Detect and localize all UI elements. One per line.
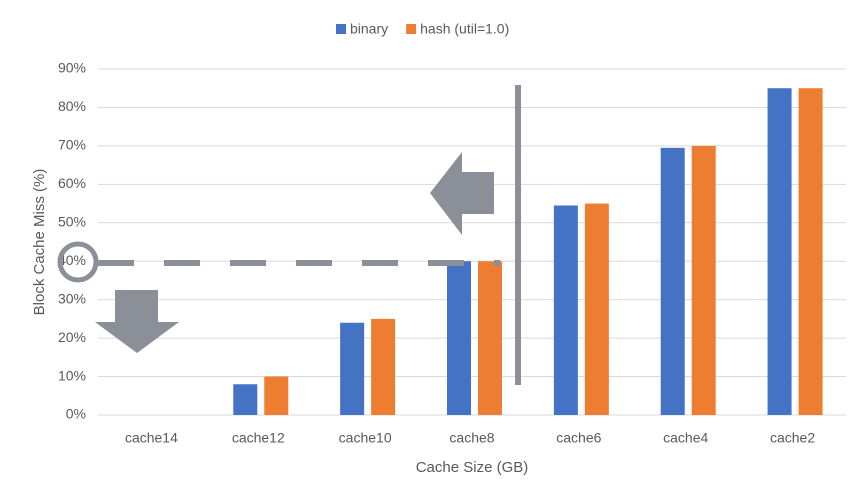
x-tick-label: cache10	[339, 430, 392, 446]
x-axis-title: Cache Size (GB)	[416, 459, 529, 476]
bar	[691, 145, 716, 415]
y-tick-label: 90%	[58, 60, 86, 76]
bar	[584, 203, 609, 415]
x-tick-label: cache6	[556, 430, 601, 446]
y-tick-label: 60%	[58, 175, 86, 191]
y-tick-label: 40%	[58, 252, 86, 268]
x-tick-label: cache12	[232, 430, 285, 446]
plot-area: 0% 10% 20% 30% 40% 50% 60% 70% 80% 90% binary hash …	[58, 21, 846, 446]
bar	[264, 376, 289, 415]
x-tick-label: cache14	[125, 430, 178, 446]
legend-label: binary	[350, 21, 388, 37]
bar	[478, 261, 502, 415]
highlight-circle	[57, 241, 99, 283]
bar	[447, 261, 471, 415]
y-tick-label: 80%	[58, 98, 86, 114]
legend-label: hash (util=1.0)	[420, 21, 509, 37]
down-arrow	[95, 290, 179, 353]
bar	[767, 88, 792, 415]
bar	[553, 205, 578, 415]
y-tick-label: 30%	[58, 290, 86, 306]
y-axis-title: Block Cache Miss (%)	[31, 169, 48, 316]
y-tick-label: 10%	[58, 367, 86, 383]
left-arrow	[430, 152, 494, 235]
y-tick-label: 0%	[66, 406, 86, 422]
bar	[798, 88, 823, 415]
y-tick-label: 20%	[58, 329, 86, 345]
bar	[233, 384, 258, 415]
x-tick-label: cache8	[449, 430, 494, 446]
bar	[340, 322, 365, 415]
annotations	[57, 85, 521, 385]
y-tick-label: 70%	[58, 137, 86, 153]
x-tick-label: cache4	[663, 430, 708, 446]
y-tick-label: 50%	[58, 213, 86, 229]
legend-swatch	[336, 24, 346, 34]
x-tick-label: cache2	[770, 430, 815, 446]
legend-swatch	[406, 24, 417, 34]
bar	[371, 318, 396, 415]
bar	[660, 147, 685, 416]
